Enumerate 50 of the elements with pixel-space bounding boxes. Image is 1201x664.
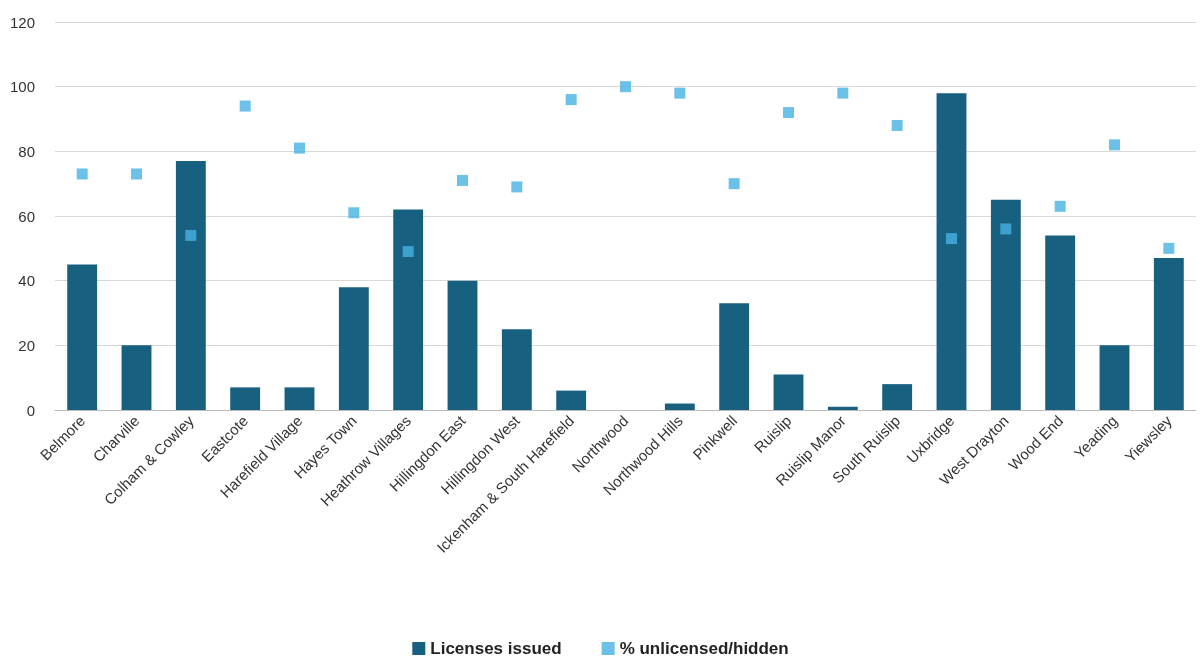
point: [783, 107, 794, 119]
y-tick-label: 120: [9, 13, 35, 31]
point: [946, 233, 957, 245]
bar: [556, 390, 587, 410]
point: [348, 207, 360, 219]
bar: [1099, 345, 1130, 410]
point: [728, 178, 740, 190]
bar: [1045, 235, 1076, 410]
bar: [175, 161, 206, 410]
bar: [936, 93, 967, 410]
bar: [230, 387, 261, 410]
bar: [393, 209, 424, 410]
y-tick-label: 100: [9, 78, 35, 96]
bar: [501, 329, 532, 410]
y-tick-label: 60: [18, 207, 35, 225]
legend-label: % unlicensed/hidden: [619, 639, 789, 658]
y-tick-label: 80: [18, 142, 35, 160]
point: [131, 168, 142, 180]
bar: [447, 280, 478, 410]
bar: [719, 303, 750, 410]
point: [620, 81, 631, 93]
point: [402, 246, 414, 258]
point: [76, 168, 88, 180]
point: [511, 181, 523, 193]
point: [294, 142, 305, 154]
point: [565, 94, 577, 106]
y-tick-label: 20: [18, 336, 35, 354]
point: [1109, 139, 1120, 151]
bar: [827, 406, 858, 410]
y-tick-label: 40: [18, 272, 35, 290]
bar: [338, 287, 369, 410]
bar: [664, 403, 695, 410]
point: [185, 229, 197, 241]
legend-label: Licenses issued: [430, 639, 562, 658]
bar: [882, 384, 913, 410]
bar: [990, 199, 1021, 410]
point: [837, 87, 849, 99]
point: [1000, 223, 1012, 235]
point: [1054, 200, 1066, 212]
y-tick-label: 0: [26, 401, 35, 419]
bar: [67, 264, 98, 410]
bar: [1153, 258, 1184, 410]
bar: [773, 374, 804, 410]
bar: [284, 387, 315, 410]
point: [457, 174, 468, 186]
point: [891, 119, 903, 131]
point: [1163, 242, 1175, 254]
point: [674, 87, 686, 99]
point: [239, 100, 251, 112]
bar: [121, 345, 152, 410]
